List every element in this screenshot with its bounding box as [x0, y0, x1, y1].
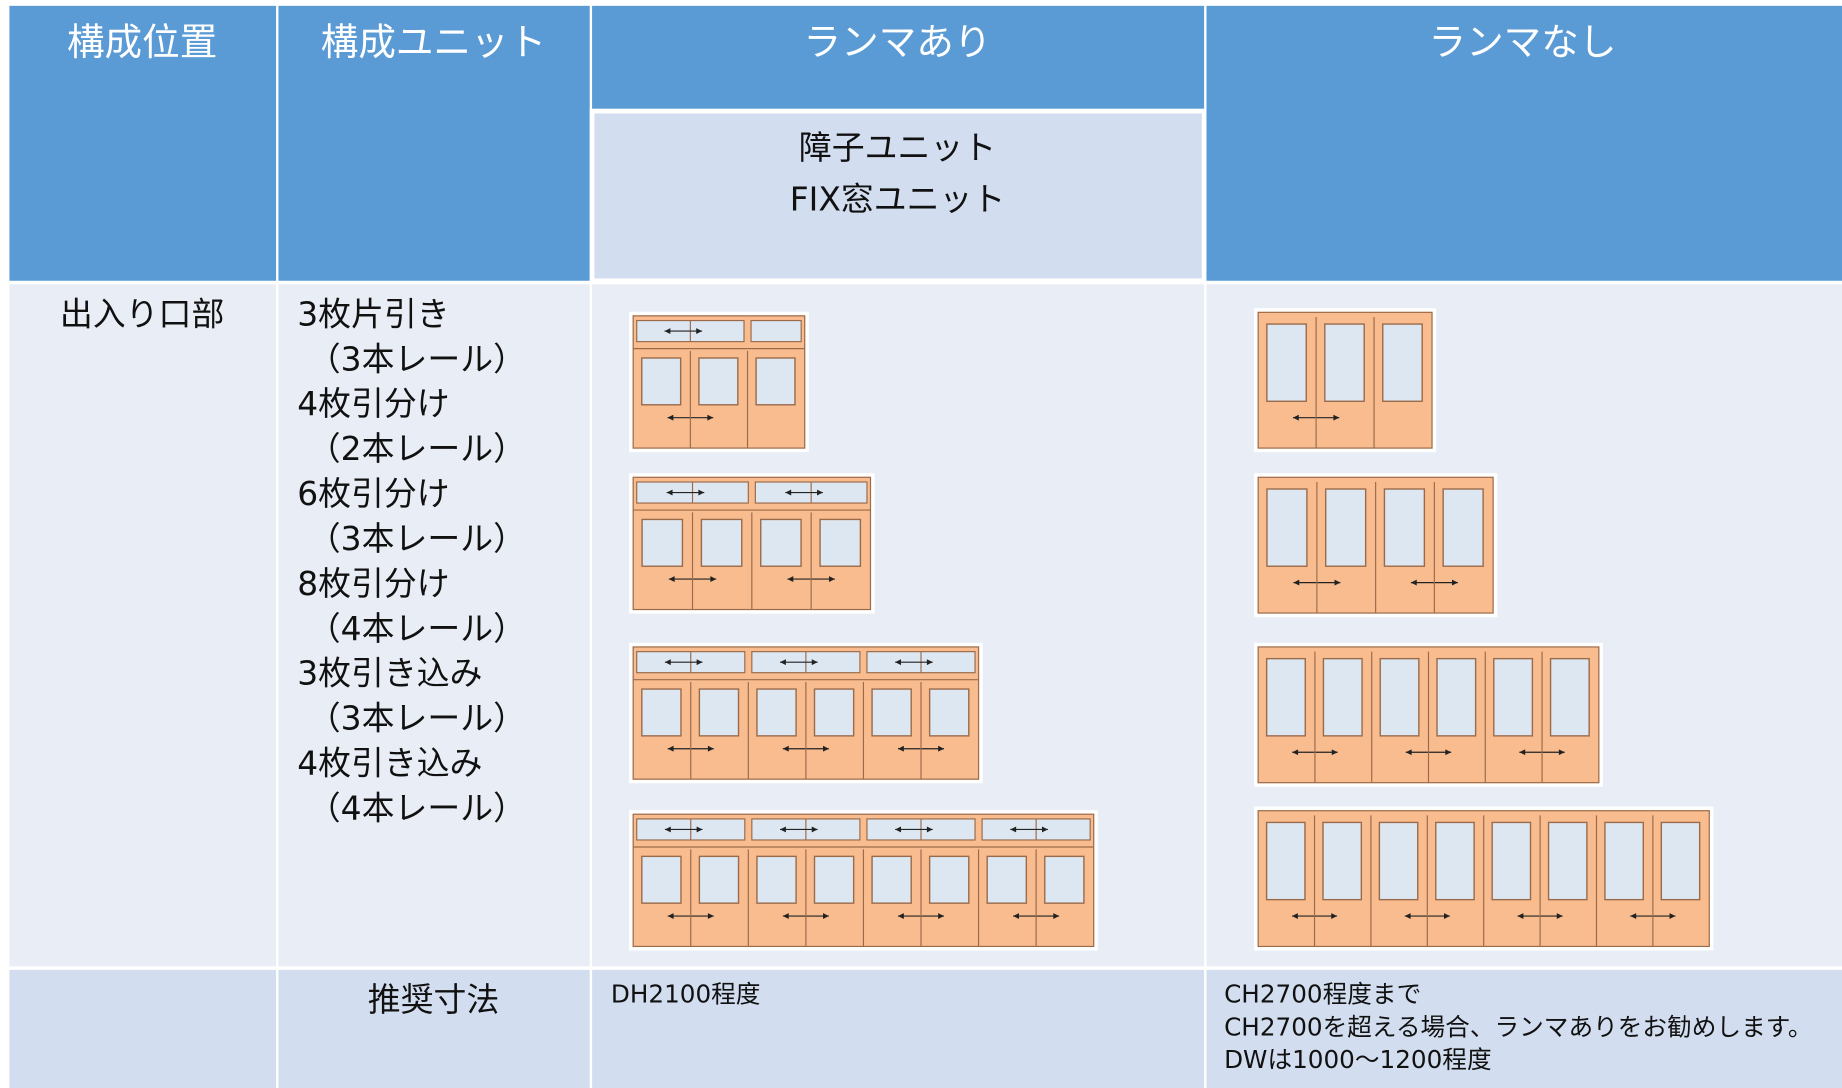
panel-glass: [1322, 821, 1363, 901]
unit-text: （2本レール）: [308, 430, 526, 468]
panel-glass: [1442, 488, 1484, 567]
panel-glass: [641, 855, 682, 904]
arrow-head: [1410, 579, 1458, 586]
unit-text: （3本レール）: [308, 520, 526, 558]
door-illustration: [1254, 806, 1714, 951]
body-cell: [9, 969, 277, 1088]
panel-glass: [1493, 657, 1534, 737]
body-cell: [278, 284, 590, 967]
door-illustration: [629, 642, 983, 784]
body-cell: [278, 969, 590, 1088]
panel-glass: [871, 855, 912, 904]
unit-text: （4本レール）: [308, 790, 526, 828]
size-text: CH2700程度まで: [1224, 980, 1421, 1009]
transom-glass: [750, 319, 802, 343]
unit-text: 6枚引分け: [297, 475, 449, 513]
panel-glass: [1547, 821, 1588, 901]
panel-glass: [698, 688, 740, 737]
panel-glass: [1604, 821, 1644, 901]
header-text: ランマあり: [804, 20, 992, 64]
unit-text: 4枚引分け: [297, 385, 449, 423]
panel-glass: [756, 688, 797, 737]
panel-glass: [1378, 821, 1419, 901]
panel-glass: [1379, 657, 1420, 737]
panel-glass: [1383, 488, 1426, 567]
panel-glass: [1266, 488, 1308, 567]
body-cell: [1206, 969, 1842, 1088]
unit-text: 8枚引分け: [297, 565, 449, 603]
panel-glass: [1435, 821, 1475, 901]
door-illustration: [629, 473, 875, 614]
panel-glass: [1324, 488, 1367, 567]
panel-glass: [641, 357, 682, 406]
door-illustration: [629, 810, 1098, 951]
header-text: ランマなし: [1429, 20, 1617, 64]
unit-text: 3枚片引き: [297, 295, 449, 333]
body-cell: [9, 284, 277, 967]
unit-text: 4枚引き込み: [297, 745, 482, 783]
arrow-head: [787, 576, 835, 583]
panel-glass: [641, 688, 682, 737]
panel-glass: [1491, 821, 1532, 901]
header-cell: [1206, 5, 1842, 281]
subheader-text: FIX窓ユニット: [790, 181, 1006, 219]
panel-glass: [700, 518, 743, 567]
panel-glass: [1265, 657, 1306, 737]
size-text: DH2100程度: [611, 980, 761, 1009]
panel-glass: [698, 855, 740, 904]
panel-glass: [1549, 657, 1590, 737]
subheader-text: 障子ユニット: [799, 129, 996, 167]
panel-glass: [1322, 657, 1363, 737]
door-illustration: [1254, 308, 1437, 453]
panel-glass: [928, 688, 970, 737]
panel-glass: [760, 518, 802, 567]
header-cell: [592, 5, 1205, 109]
panel-glass: [1044, 855, 1085, 904]
panel-glass: [813, 855, 855, 904]
panel-glass: [871, 688, 912, 737]
door-illustration: [1254, 473, 1498, 618]
panel-glass: [1660, 821, 1701, 901]
unit-text: （4本レール）: [308, 610, 526, 648]
panel-glass: [1265, 821, 1306, 901]
door-illustration: [1254, 642, 1603, 787]
panel-glass: [928, 855, 970, 904]
panel-glass: [698, 357, 739, 406]
panel-glass: [756, 855, 797, 904]
header-text: 構成位置: [67, 20, 217, 64]
panel-glass: [1324, 323, 1365, 402]
unit-text: （3本レール）: [308, 700, 526, 738]
header-cell: [278, 5, 590, 281]
subheader-cell: [589, 108, 1207, 284]
panel-glass: [641, 518, 684, 567]
unit-text: （3本レール）: [308, 340, 526, 378]
panel-glass: [1436, 657, 1477, 737]
header-text: 構成ユニット: [321, 20, 546, 64]
size-text: CH2700を超える場合、ランマありをお勧めします。: [1224, 1012, 1813, 1041]
panel-glass: [819, 518, 862, 567]
panel-glass: [986, 855, 1028, 904]
door-illustration: [629, 311, 809, 453]
size-text: DWは1000～1200程度: [1224, 1045, 1492, 1074]
header-cell: [9, 5, 277, 281]
body-cell: [592, 969, 1205, 1088]
panel-glass: [1382, 323, 1423, 402]
panel-glass: [1266, 323, 1307, 402]
unit-text: 3枚引き込み: [297, 655, 482, 693]
panel-glass: [813, 688, 855, 737]
arrow-head: [668, 576, 717, 583]
position-text: 出入り口部: [60, 295, 224, 333]
arrow-head: [1293, 579, 1341, 586]
panel-glass: [755, 357, 796, 406]
row-label: 推奨寸法: [368, 981, 500, 1019]
